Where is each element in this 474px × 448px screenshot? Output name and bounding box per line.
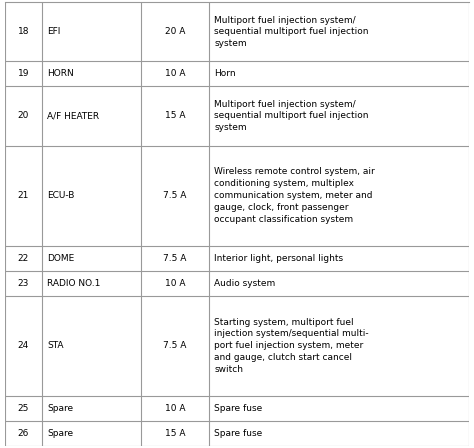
Text: Interior light, personal lights: Interior light, personal lights — [214, 254, 344, 263]
Text: 22: 22 — [18, 254, 29, 263]
Text: 10 A: 10 A — [165, 279, 185, 288]
Text: 15 A: 15 A — [165, 112, 185, 121]
Text: Spare: Spare — [47, 404, 73, 413]
Text: Wireless remote control system, air
conditioning system, multiplex
communication: Wireless remote control system, air cond… — [214, 168, 375, 224]
Text: 23: 23 — [18, 279, 29, 288]
Text: ECU-B: ECU-B — [47, 191, 74, 200]
Text: EFI: EFI — [47, 27, 60, 36]
Text: Spare fuse: Spare fuse — [214, 404, 263, 413]
Text: Multiport fuel injection system/
sequential multiport fuel injection
system: Multiport fuel injection system/ sequent… — [214, 16, 369, 48]
Text: 26: 26 — [18, 429, 29, 438]
Text: Starting system, multiport fuel
injection system/sequential multi-
port fuel inj: Starting system, multiport fuel injectio… — [214, 318, 369, 374]
Text: Multiport fuel injection system/
sequential multiport fuel injection
system: Multiport fuel injection system/ sequent… — [214, 99, 369, 132]
Text: A/F HEATER: A/F HEATER — [47, 112, 99, 121]
Text: 24: 24 — [18, 341, 29, 350]
Text: 15 A: 15 A — [165, 429, 185, 438]
Text: 25: 25 — [18, 404, 29, 413]
Text: 20: 20 — [18, 112, 29, 121]
Text: 7.5 A: 7.5 A — [164, 341, 187, 350]
Text: RADIO NO.1: RADIO NO.1 — [47, 279, 100, 288]
Text: 10 A: 10 A — [165, 404, 185, 413]
Text: 18: 18 — [18, 27, 29, 36]
Text: 21: 21 — [18, 191, 29, 200]
Text: 7.5 A: 7.5 A — [164, 191, 187, 200]
Text: 20 A: 20 A — [165, 27, 185, 36]
Text: HORN: HORN — [47, 69, 74, 78]
Text: Audio system: Audio system — [214, 279, 275, 288]
Text: 7.5 A: 7.5 A — [164, 254, 187, 263]
Text: 19: 19 — [18, 69, 29, 78]
Text: STA: STA — [47, 341, 64, 350]
Text: Spare: Spare — [47, 429, 73, 438]
Text: Spare fuse: Spare fuse — [214, 429, 263, 438]
Text: Horn: Horn — [214, 69, 236, 78]
Text: DOME: DOME — [47, 254, 74, 263]
Text: 10 A: 10 A — [165, 69, 185, 78]
